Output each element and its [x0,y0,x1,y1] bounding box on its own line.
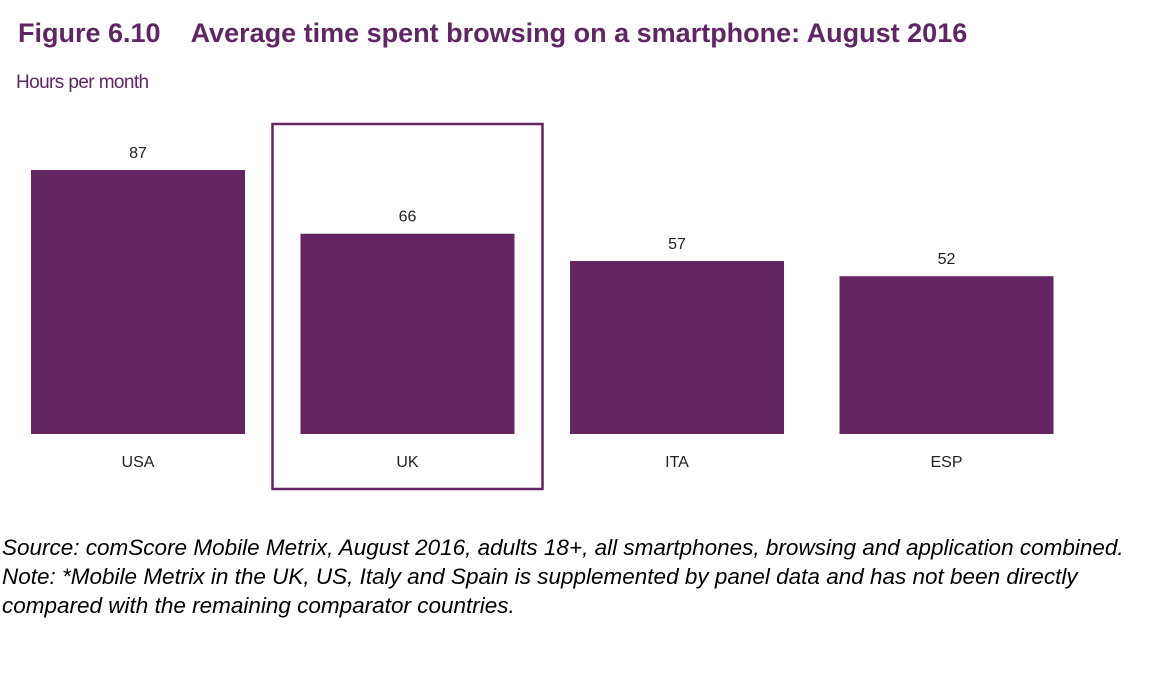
data-label-esp: 52 [938,251,956,268]
bar-ita [570,261,784,434]
y-axis-label: Hours per month [16,72,149,93]
chart-title: Figure 6.10 Average time spent browsing o… [18,18,967,49]
bar-esp [839,276,1054,434]
chart-notes: Source: comScore Mobile Metrix, August 2… [2,533,1152,620]
footnote: Note: *Mobile Metrix in the UK, US, Ital… [2,564,1078,618]
figure-title-text: Average time spent browsing on a smartph… [190,18,968,48]
highlight-box-uk [271,122,544,491]
data-label-uk: 66 [399,209,417,226]
data-label-ita: 57 [668,236,686,253]
category-label-usa: USA [122,454,155,471]
category-label-esp: ESP [930,454,962,471]
data-label-usa: 87 [129,145,147,162]
figure-number: Figure 6.10 [18,18,161,48]
bar-chart: 87 USA 66 UK 57 ITA 52 ESP [31,122,1054,491]
bar-usa [31,170,245,434]
source-note: Source: comScore Mobile Metrix, August 2… [2,535,1124,560]
bar-uk [300,233,515,434]
category-label-uk: UK [396,454,419,471]
category-label-ita: ITA [665,454,689,471]
